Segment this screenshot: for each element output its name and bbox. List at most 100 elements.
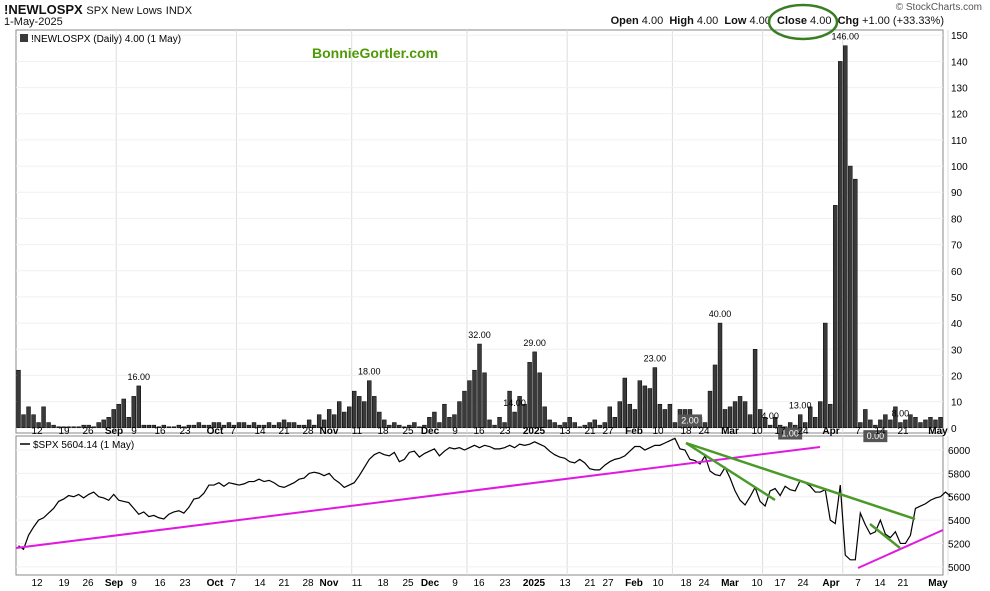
x-tick-label: Feb — [625, 426, 643, 437]
bar — [427, 417, 432, 429]
bar — [271, 424, 277, 429]
bar — [402, 426, 407, 429]
close-value: 4.00 — [810, 15, 832, 27]
bar — [597, 424, 602, 429]
x-tick-label: 23 — [499, 578, 511, 589]
bar — [21, 414, 26, 429]
x-tick-label: Dec — [421, 426, 440, 437]
bar — [151, 424, 157, 429]
bar — [156, 426, 162, 429]
bar — [281, 419, 287, 429]
bar — [657, 403, 663, 429]
x-tick-label: 9 — [452, 426, 458, 437]
bar — [186, 424, 192, 429]
bar — [502, 422, 507, 429]
magenta-trendline — [857, 529, 944, 569]
x-tick-label: Sep — [105, 426, 123, 437]
x-tick-label: 24 — [698, 578, 710, 589]
bar — [933, 419, 938, 429]
value-label-box — [677, 414, 702, 427]
bar — [362, 401, 367, 429]
bar — [101, 419, 106, 429]
bar — [893, 406, 898, 429]
x-tick-label: Nov — [320, 426, 339, 437]
bar — [231, 424, 237, 429]
value-label: 13.00 — [789, 401, 812, 411]
bar — [928, 417, 933, 429]
bar — [266, 422, 272, 429]
y-tick-label: 40 — [951, 319, 963, 330]
bar — [176, 424, 182, 429]
bar — [497, 417, 502, 429]
bar — [181, 426, 187, 429]
x-tick-label: 25 — [402, 426, 414, 437]
bar — [557, 424, 562, 429]
x-tick-label: 13 — [559, 426, 571, 437]
bar — [236, 422, 242, 429]
bar — [702, 422, 708, 429]
x-tick-label: 24 — [797, 426, 809, 437]
bar — [833, 205, 838, 429]
x-tick-label: 26 — [82, 578, 94, 589]
bar — [392, 422, 397, 429]
bar — [452, 414, 457, 429]
bar — [602, 422, 607, 429]
bar — [757, 409, 763, 429]
bar — [437, 422, 442, 429]
bar — [722, 409, 728, 429]
y-tick-label: 10 — [951, 398, 963, 409]
x-tick-label: Oct — [207, 426, 224, 437]
y-tick-label: 130 — [951, 84, 968, 95]
y-tick-label: 140 — [951, 57, 968, 68]
x-tick-label: 23 — [179, 578, 191, 589]
bar — [261, 424, 267, 429]
bar — [617, 401, 623, 429]
bar — [71, 426, 76, 429]
y-tick-label: 0 — [951, 424, 957, 435]
bar — [352, 390, 357, 429]
y-tick-label: 5200 — [948, 539, 971, 550]
y-tick-label: 100 — [951, 162, 968, 173]
bar — [742, 401, 748, 429]
bar — [251, 422, 257, 429]
bar — [712, 364, 718, 429]
x-tick-label: 7 — [230, 426, 236, 437]
x-tick-label: 16 — [154, 426, 166, 437]
bar — [191, 424, 197, 429]
x-tick-label: 21 — [584, 426, 596, 437]
bar — [201, 424, 207, 429]
bar — [131, 396, 136, 429]
bar — [306, 419, 312, 429]
x-tick-label: Dec — [421, 578, 440, 589]
bar — [888, 419, 893, 429]
x-tick-label: May — [928, 578, 948, 589]
x-tick-label: Nov — [320, 578, 339, 589]
bar — [331, 414, 337, 429]
bar — [823, 322, 828, 429]
bar — [241, 422, 247, 429]
bar — [667, 403, 673, 429]
bar — [727, 406, 733, 429]
bar — [492, 424, 497, 429]
bar — [527, 362, 532, 429]
open-label: Open — [610, 15, 639, 27]
y-tick-label: 30 — [951, 345, 963, 356]
bar — [562, 422, 567, 429]
bar — [587, 422, 592, 429]
bar — [326, 409, 332, 429]
legend-swatch — [20, 34, 28, 42]
ohlc-readout: Open 4.00 High 4.00 Low 4.00 Close 4.00 … — [611, 15, 944, 27]
top-panel-frame — [15, 29, 944, 434]
bar — [321, 419, 327, 429]
x-tick-label: 23 — [499, 426, 511, 437]
bar — [477, 343, 482, 429]
bar — [301, 424, 307, 429]
y-tick-label: 150 — [951, 31, 968, 42]
value-label: 29.00 — [523, 338, 546, 348]
x-tick-label: Apr — [822, 426, 839, 437]
bar — [632, 409, 638, 429]
bar — [843, 45, 848, 429]
value-label: 18.00 — [358, 367, 381, 377]
y-tick-label: 70 — [951, 241, 963, 252]
close-label: Close — [777, 15, 807, 27]
